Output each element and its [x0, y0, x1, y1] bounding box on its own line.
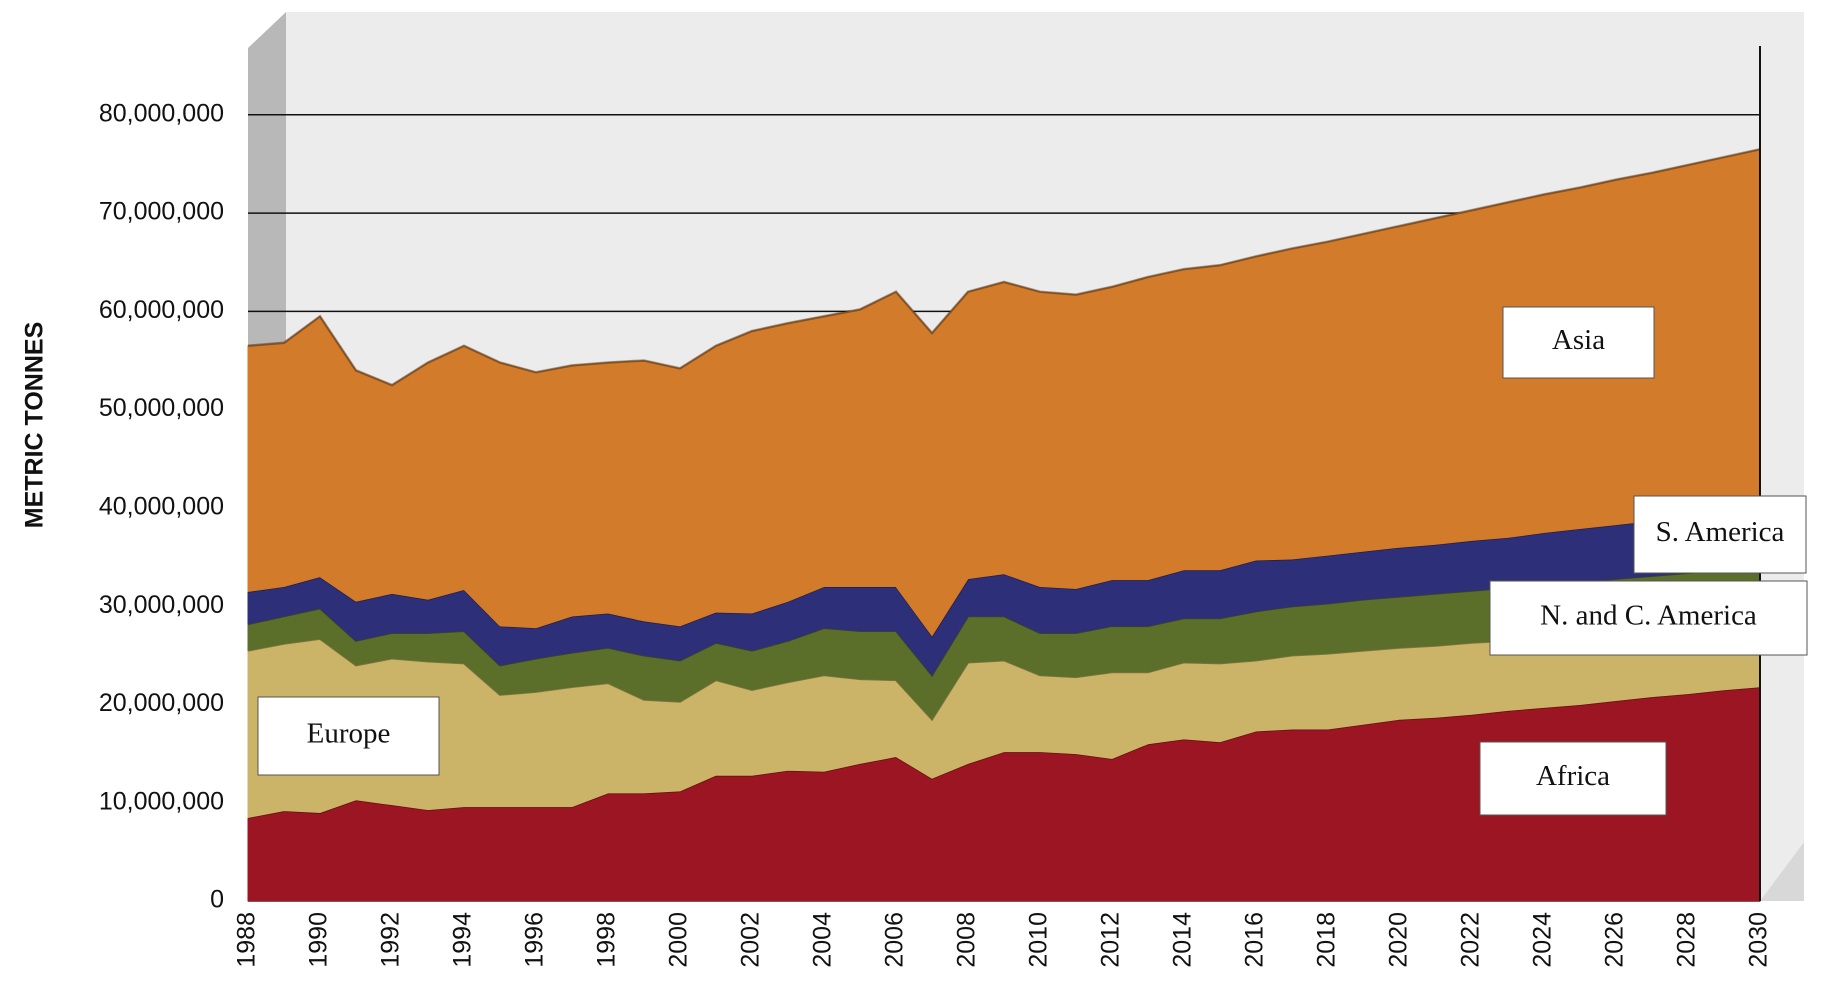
y-tick-label: 0	[210, 886, 224, 914]
series-label: S. America	[1656, 516, 1785, 548]
series-label-box: Africa	[1479, 741, 1667, 816]
x-tick-label: 2000	[665, 912, 693, 968]
label-box	[257, 696, 440, 776]
x-tick-label: 2004	[809, 912, 837, 968]
x-tick-label: 2028	[1673, 912, 1701, 968]
x-tick-label: 1996	[521, 912, 549, 968]
x-tick-label: 1992	[377, 912, 405, 968]
y-tick-label: 70,000,000	[99, 198, 224, 226]
x-tick-label: 2022	[1457, 912, 1485, 968]
series-label-box: N. and C. America	[1489, 580, 1808, 656]
series-label-box: Europe	[257, 696, 440, 776]
x-tick-label: 2002	[737, 912, 765, 968]
x-tick-label: 1994	[449, 912, 477, 968]
x-tick-label: 2006	[881, 912, 909, 968]
x-tick-label: 2020	[1385, 912, 1413, 968]
x-tick-label: 2018	[1313, 912, 1341, 968]
label-box	[1502, 306, 1655, 379]
x-tick-label: 2008	[953, 912, 981, 968]
x-tick-label: 2012	[1097, 912, 1125, 968]
x-tick-label: 2024	[1529, 912, 1557, 968]
x-tick-label: 2016	[1241, 912, 1269, 968]
series-label: Europe	[307, 718, 391, 750]
label-box	[1633, 495, 1807, 574]
x-tick-label: 2026	[1601, 912, 1629, 968]
series-label-box: S. America	[1633, 495, 1807, 574]
label-box	[1479, 741, 1667, 816]
x-tick-label: 2010	[1025, 912, 1053, 968]
series-label: Asia	[1552, 324, 1605, 356]
x-tick-label: 1998	[593, 912, 621, 968]
y-tick-label: 20,000,000	[99, 689, 224, 717]
y-tick-label: 60,000,000	[99, 296, 224, 324]
y-tick-label: 80,000,000	[99, 99, 224, 127]
series-label-box: Asia	[1502, 306, 1655, 379]
area-edge	[247, 147, 1761, 387]
x-tick-label: 1990	[305, 912, 333, 968]
y-tick-label: 30,000,000	[99, 591, 224, 619]
series-label: N. and C. America	[1540, 600, 1757, 632]
floor-panel	[1760, 842, 1804, 901]
y-tick-label: 40,000,000	[99, 493, 224, 521]
x-tick-label: 2014	[1169, 912, 1197, 968]
x-tick-label: 2030	[1745, 912, 1773, 968]
series-label: Africa	[1536, 760, 1610, 792]
y-axis-label: METRIC TONNES	[21, 322, 49, 529]
label-box	[1489, 580, 1808, 656]
y-tick-label: 10,000,000	[99, 787, 224, 815]
x-tick-label: 1988	[233, 912, 261, 968]
y-tick-label: 50,000,000	[99, 394, 224, 422]
